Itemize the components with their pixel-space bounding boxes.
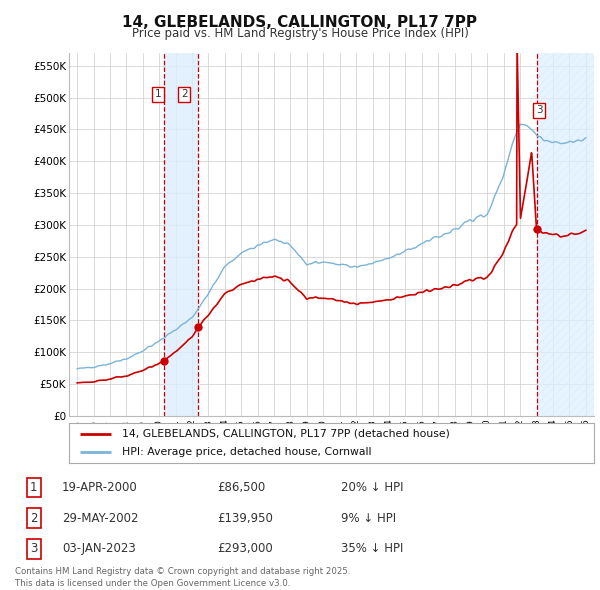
- Text: 35% ↓ HPI: 35% ↓ HPI: [341, 542, 404, 555]
- Text: 3: 3: [536, 106, 542, 116]
- Text: 14, GLEBELANDS, CALLINGTON, PL17 7PP (detached house): 14, GLEBELANDS, CALLINGTON, PL17 7PP (de…: [121, 429, 449, 439]
- Text: 29-MAY-2002: 29-MAY-2002: [62, 512, 139, 525]
- Text: 2: 2: [30, 512, 37, 525]
- Text: 1: 1: [30, 481, 37, 494]
- Text: 2: 2: [181, 90, 188, 100]
- Bar: [164, 53, 198, 416]
- Text: 14, GLEBELANDS, CALLINGTON, PL17 7PP: 14, GLEBELANDS, CALLINGTON, PL17 7PP: [122, 15, 478, 30]
- Text: £139,950: £139,950: [218, 512, 274, 525]
- Text: 9% ↓ HPI: 9% ↓ HPI: [341, 512, 396, 525]
- Bar: [536, 53, 594, 416]
- Text: 03-JAN-2023: 03-JAN-2023: [62, 542, 136, 555]
- Text: 3: 3: [30, 542, 37, 555]
- Text: 20% ↓ HPI: 20% ↓ HPI: [341, 481, 404, 494]
- Text: 1: 1: [155, 90, 161, 100]
- Text: Price paid vs. HM Land Registry's House Price Index (HPI): Price paid vs. HM Land Registry's House …: [131, 27, 469, 40]
- Text: HPI: Average price, detached house, Cornwall: HPI: Average price, detached house, Corn…: [121, 447, 371, 457]
- Text: £293,000: £293,000: [218, 542, 274, 555]
- Text: 19-APR-2000: 19-APR-2000: [62, 481, 137, 494]
- Text: £86,500: £86,500: [218, 481, 266, 494]
- Text: Contains HM Land Registry data © Crown copyright and database right 2025.
This d: Contains HM Land Registry data © Crown c…: [15, 568, 350, 588]
